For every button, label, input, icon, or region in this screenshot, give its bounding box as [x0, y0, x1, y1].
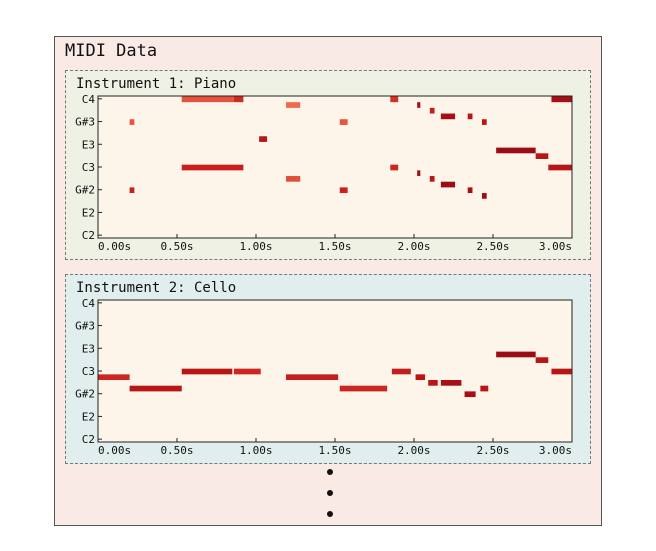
page-title: MIDI Data [65, 41, 158, 61]
x-tick-label: 0.00s [98, 444, 131, 457]
note-c4 [181, 96, 234, 103]
note-c3 [548, 164, 572, 171]
x-tick-label: 2.50s [476, 240, 509, 253]
note-ds3 [496, 147, 536, 154]
note-ds3 [496, 351, 536, 358]
note-c3 [391, 368, 411, 375]
ellipsis-dot [327, 469, 333, 475]
y-tick-label: E2 [82, 410, 95, 423]
note-gs2 [339, 187, 348, 194]
x-tick-label: 1.50s [318, 444, 351, 457]
note-as2 [428, 380, 438, 386]
instrument-panel-cello: Instrument 2: Cello C4 G#3 E3 C3 G#2 E2 C2 0.00… [65, 274, 591, 464]
y-tick-label: E3 [82, 342, 95, 355]
note-a2 [339, 385, 388, 392]
note-gs2 [129, 187, 135, 194]
y-tick-label: C3 [82, 365, 95, 378]
note-g2 [481, 193, 487, 199]
plot-background [98, 96, 572, 238]
x-tick-label: 1.00s [239, 444, 272, 457]
x-tick-label: 0.50s [160, 444, 193, 457]
plot-background [98, 300, 572, 442]
note-as2 [286, 176, 301, 182]
instrument-panel-piano: Instrument 1: Piano C4 G#3 E3 C3 G#2 E2 C2 0.00… [65, 70, 591, 260]
note-c3 [181, 368, 233, 375]
y-tick-label: E3 [82, 138, 95, 151]
y-tick-label: G#3 [75, 116, 95, 129]
note-a2 [440, 181, 456, 188]
x-tick-label: 2.00s [397, 444, 430, 457]
instrument-title: Instrument 1: Piano [76, 76, 237, 92]
note-c3 [551, 368, 572, 375]
note-d3 [535, 357, 549, 363]
note-b2 [415, 374, 426, 381]
note-gs2 [467, 187, 473, 194]
instrument-title: Instrument 2: Cello [76, 280, 237, 296]
note-b2 [98, 374, 130, 381]
note-c4 [233, 96, 244, 103]
note-c4 [390, 96, 399, 103]
note-b2 [286, 374, 339, 381]
note-gs3 [339, 119, 348, 125]
y-tick-label: C4 [82, 93, 96, 106]
piano-roll-plot: C4 G#3 E3 C3 G#2 E2 C20.00s 0.50s 1.00s 1.50s 2.00… [75, 297, 573, 457]
note-c4 [551, 96, 572, 103]
y-tick-label: C2 [82, 433, 95, 446]
y-tick-label: C3 [82, 161, 95, 174]
midi-data-container: MIDI Data Instrument 1: Piano C4 G#3 E3 C3 G… [54, 36, 602, 526]
y-tick-label: G#2 [75, 184, 95, 197]
x-tick-label: 2.50s [476, 444, 509, 457]
x-tick-label: 3.00s [539, 444, 572, 457]
note-gs2 [464, 391, 476, 398]
piano-roll-plot: C4 G#3 E3 C3 G#2 E2 C20.00s 0.50s 1.00s 1.50s 2.00… [75, 93, 573, 253]
note-as2 [429, 176, 435, 182]
note-a2 [129, 385, 182, 392]
note-gs3 [129, 119, 135, 125]
x-tick-label: 1.50s [318, 240, 351, 253]
y-tick-label: G#2 [75, 388, 95, 401]
continuation-ellipsis [327, 469, 333, 523]
note-as2 [440, 380, 462, 386]
note-gs3 [481, 119, 487, 125]
x-tick-label: 0.50s [160, 240, 193, 253]
note-b3 [417, 102, 421, 108]
note-a2 [480, 385, 489, 392]
note-c3 [233, 368, 261, 375]
x-tick-label: 3.00s [539, 240, 572, 253]
ellipsis-dot [327, 490, 333, 496]
note-d3 [535, 153, 549, 159]
x-tick-label: 2.00s [397, 240, 430, 253]
note-a3 [467, 113, 473, 120]
x-tick-label: 0.00s [98, 240, 131, 253]
note-c3 [390, 164, 399, 171]
y-tick-label: G#3 [75, 320, 95, 333]
note-a3 [440, 113, 456, 120]
note-b3 [286, 102, 301, 108]
note-f3 [259, 136, 268, 142]
note-c3 [181, 164, 244, 171]
ellipsis-dot [327, 511, 333, 517]
note-b2 [417, 170, 421, 177]
note-as3 [429, 107, 435, 114]
y-tick-label: E2 [82, 206, 95, 219]
y-tick-label: C2 [82, 229, 95, 242]
y-tick-label: C4 [82, 297, 96, 310]
x-tick-label: 1.00s [239, 240, 272, 253]
